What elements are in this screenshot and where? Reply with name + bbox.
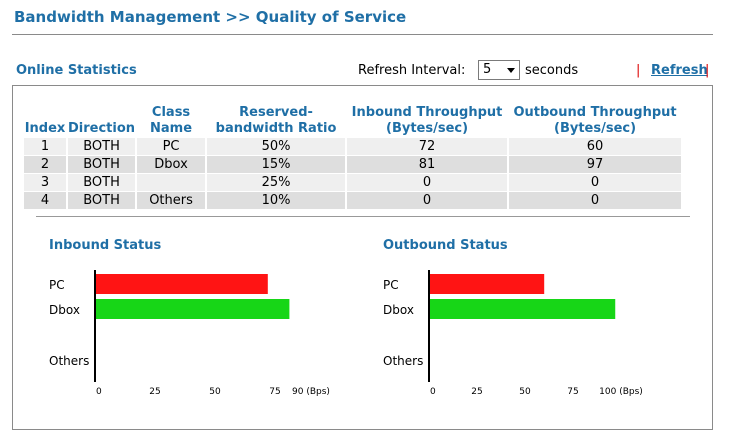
tick-label: 75 — [567, 387, 578, 397]
cell-outbound: 0 — [509, 192, 682, 209]
tick-label: 0 — [96, 387, 102, 397]
cell-index: 4 — [24, 192, 66, 209]
cell-outbound: 97 — [509, 156, 682, 173]
table-header-row: Index Direction Class Name Reserved-bandw… — [24, 105, 681, 137]
tick-label: 50 — [519, 387, 531, 397]
outbound-status-chart: PC Dbox Others 0 25 50 75 100 (Bps) — [383, 270, 643, 397]
refresh-link[interactable]: Refresh — [651, 63, 708, 78]
cell-inbound: 0 — [347, 174, 508, 191]
cell-direction: BOTH — [68, 192, 136, 209]
col-header-class-name: Class Name — [150, 105, 193, 136]
cell-ratio: 25% — [207, 174, 346, 191]
table-row: 3 BOTH 25% 0 0 — [24, 174, 682, 191]
col-header-inbound: Inbound Throughput (Bytes/sec) — [351, 105, 503, 136]
cell-inbound: 72 — [347, 138, 508, 155]
tick-label: 0 — [430, 387, 436, 397]
link-separator-left: | — [636, 63, 641, 78]
cell-direction: BOTH — [68, 156, 136, 173]
cell-index: 1 — [24, 138, 66, 155]
cell-ratio: 15% — [207, 156, 346, 173]
table-divider — [36, 216, 690, 217]
category-label: Others — [383, 354, 423, 368]
table-row: 1 BOTH PC 50% 72 60 — [24, 138, 682, 155]
cell-index: 2 — [24, 156, 66, 173]
refresh-interval-label: Refresh Interval: — [358, 63, 466, 78]
category-label: Dbox — [383, 303, 414, 317]
refresh-interval-select[interactable]: 5 — [478, 60, 520, 80]
inbound-status-chart: PC Dbox Others 0 25 50 75 90 (Bps) — [49, 270, 330, 397]
cell-class: Others — [137, 192, 206, 209]
col-header-index: Index — [24, 121, 66, 136]
cell-outbound: 0 — [509, 174, 682, 191]
cell-direction: BOTH — [68, 138, 136, 155]
bar — [429, 274, 545, 294]
title-divider — [12, 34, 713, 35]
cell-ratio: 50% — [207, 138, 346, 155]
tick-label: 90 (Bps) — [292, 387, 330, 397]
cell-outbound: 60 — [509, 138, 682, 155]
statistics-table: Index Direction Class Name Reserved-bandw… — [22, 104, 683, 210]
col-header-outbound: Outbound Throughput (Bytes/sec) — [513, 105, 677, 136]
chevron-down-icon — [507, 68, 515, 73]
cell-class — [137, 174, 206, 191]
table-row: 2 BOTH Dbox 15% 81 97 — [24, 156, 682, 173]
category-label: PC — [49, 278, 65, 292]
bar — [95, 274, 268, 294]
cell-inbound: 81 — [347, 156, 508, 173]
refresh-interval-unit: seconds — [525, 63, 579, 78]
page-title: Bandwidth Management >> Quality of Servi… — [14, 8, 407, 26]
tick-label: 25 — [471, 387, 482, 397]
col-header-direction: Direction — [68, 121, 136, 136]
category-label: Others — [49, 354, 89, 368]
bar — [429, 299, 616, 319]
inbound-status-title: Inbound Status — [49, 238, 162, 253]
table-row: 4 BOTH Others 10% 0 0 — [24, 192, 682, 209]
cell-class: Dbox — [137, 156, 206, 173]
statistics-panel — [12, 85, 713, 430]
col-header-reserved-ratio: Reserved-bandwidth Ratio — [215, 105, 337, 136]
outbound-status-title: Outbound Status — [383, 238, 508, 253]
refresh-interval-value: 5 — [483, 62, 492, 77]
bar — [95, 299, 290, 319]
tick-label: 100 (Bps) — [599, 387, 643, 397]
cell-index: 3 — [24, 174, 66, 191]
category-label: PC — [383, 278, 399, 292]
tick-label: 75 — [269, 387, 280, 397]
link-separator-right: | — [705, 63, 710, 78]
cell-ratio: 10% — [207, 192, 346, 209]
cell-class: PC — [137, 138, 206, 155]
cell-direction: BOTH — [68, 174, 136, 191]
cell-inbound: 0 — [347, 192, 508, 209]
section-title: Online Statistics — [16, 63, 137, 78]
category-label: Dbox — [49, 303, 80, 317]
tick-label: 25 — [149, 387, 160, 397]
tick-label: 50 — [209, 387, 221, 397]
